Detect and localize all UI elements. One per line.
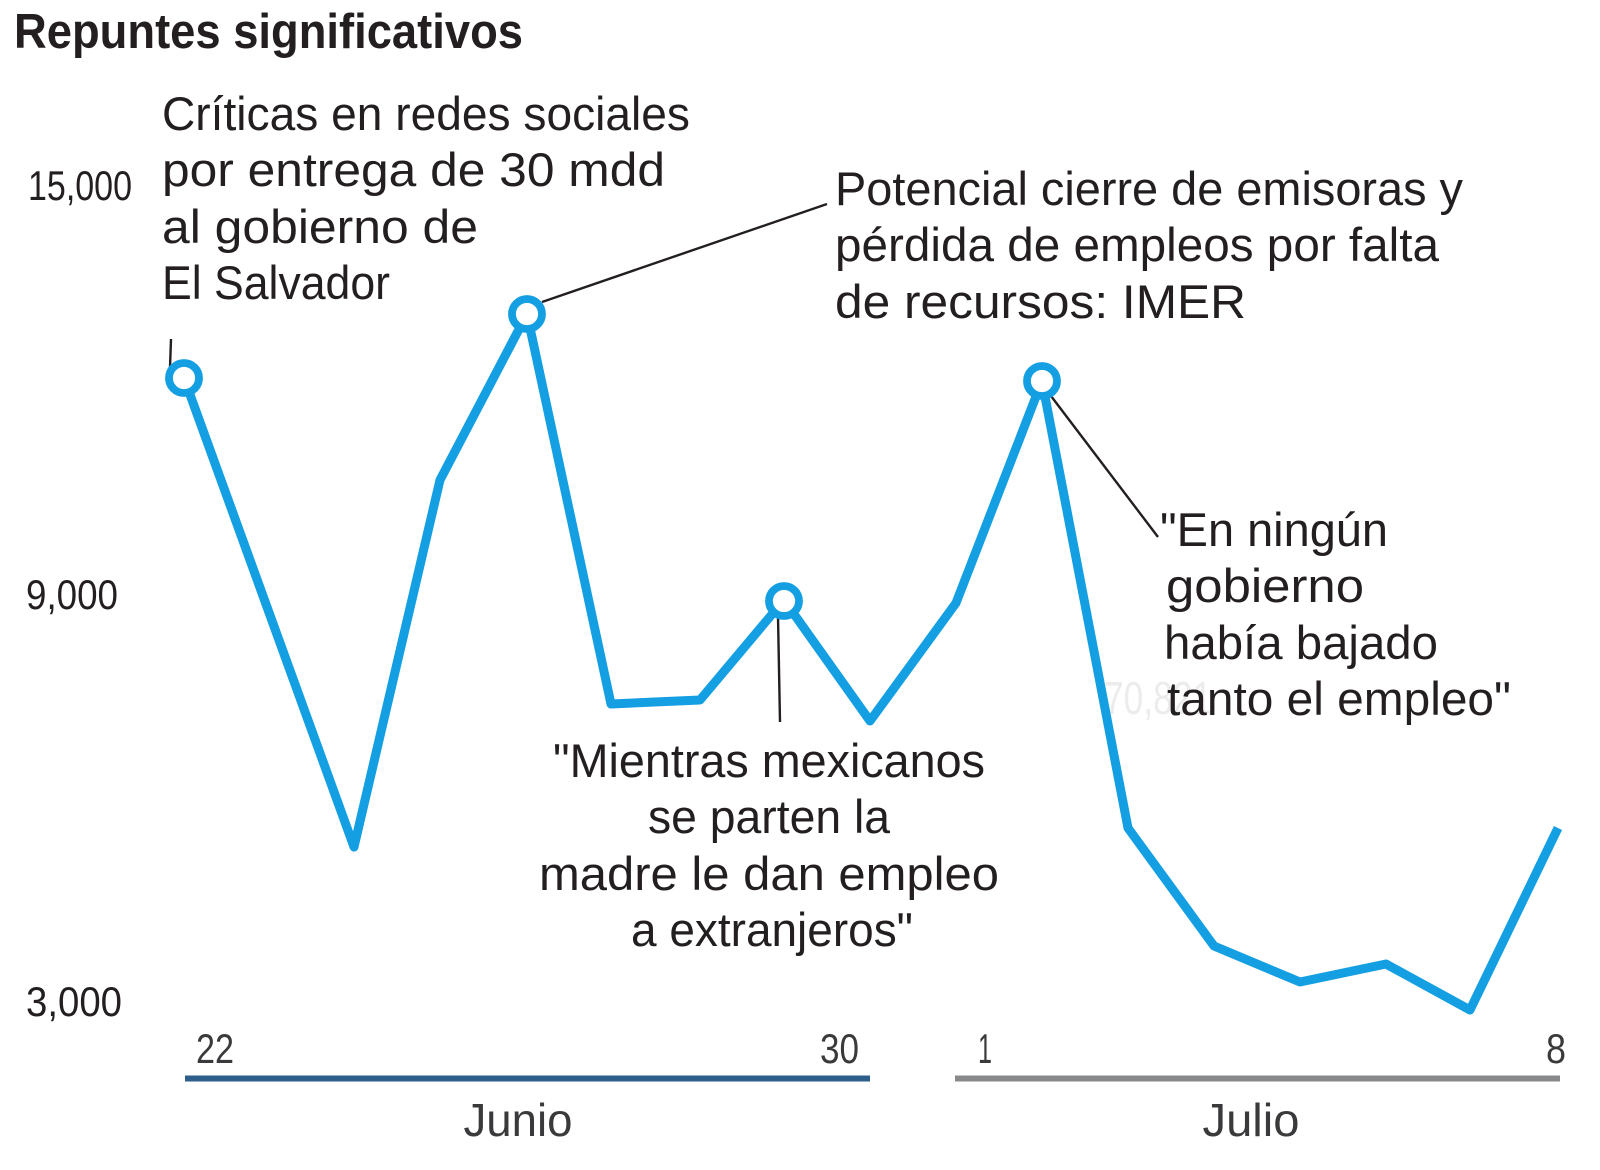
svg-text:1: 1 (978, 1025, 992, 1072)
svg-text:Potencial cierre de emisoras y: Potencial cierre de emisoras y (835, 162, 1463, 215)
svg-text:al gobierno de: al gobierno de (162, 200, 478, 253)
svg-text:tanto el empleo": tanto el empleo" (1167, 672, 1511, 725)
svg-text:"Mientras mexicanos: "Mientras mexicanos (553, 734, 985, 787)
svg-text:9,000: 9,000 (26, 571, 118, 618)
svg-text:se parten la: se parten la (648, 790, 891, 843)
svg-text:8: 8 (1546, 1025, 1566, 1072)
svg-text:Junio: Junio (464, 1094, 573, 1146)
svg-text:madre le dan empleo: madre le dan empleo (539, 847, 999, 900)
svg-text:Repuntes significativos: Repuntes significativos (14, 5, 523, 59)
svg-text:El Salvador: El Salvador (162, 256, 390, 309)
svg-text:Críticas en redes sociales: Críticas en redes sociales (162, 87, 690, 140)
svg-text:gobierno: gobierno (1166, 559, 1364, 612)
svg-text:3,000: 3,000 (26, 978, 122, 1025)
svg-text:"En ningún: "En ningún (1160, 503, 1388, 556)
svg-text:30: 30 (820, 1025, 859, 1072)
svg-text:70,821: 70,821 (1104, 672, 1212, 724)
svg-text:pérdida de empleos por falta: pérdida de empleos por falta (835, 218, 1440, 271)
svg-text:22: 22 (196, 1025, 234, 1072)
svg-text:había bajado: había bajado (1164, 616, 1438, 669)
svg-text:15,000: 15,000 (28, 162, 132, 209)
svg-text:por entrega de 30 mdd: por entrega de 30 mdd (162, 143, 665, 196)
svg-text:Julio: Julio (1203, 1094, 1300, 1146)
svg-text:a extranjeros": a extranjeros" (631, 903, 913, 956)
svg-text:de recursos: IMER: de recursos: IMER (835, 275, 1246, 328)
